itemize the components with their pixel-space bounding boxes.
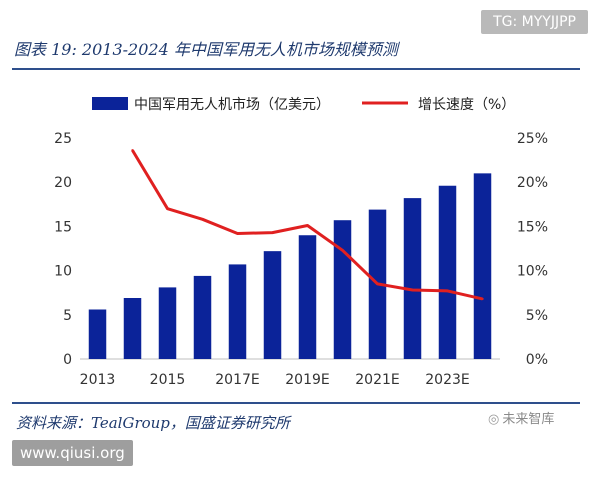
y-left-tick-label: 15 <box>54 219 72 235</box>
x-tick-label: 2021E <box>355 372 399 388</box>
line-point <box>236 232 239 235</box>
figure-title: 图表 19: 2013-2024 年中国军用无人机市场规模预测 <box>14 40 398 59</box>
title-rule <box>12 68 580 70</box>
source-note: 资料来源：TealGroup，国盛证券研究所 <box>16 414 290 432</box>
bar <box>123 298 142 359</box>
y-left-tick-label: 0 <box>63 352 72 368</box>
x-tick-label: 2019E <box>285 372 329 388</box>
x-tick-label: 2023E <box>425 372 469 388</box>
y-right-tick-label: 0% <box>526 352 548 368</box>
bar <box>473 173 492 359</box>
legend: 中国军用无人机市场（亿美元） 增长速度（%） <box>92 96 515 113</box>
wechat-watermark-label: 未来智库 <box>502 412 555 427</box>
y-left-tick-label: 5 <box>63 308 72 324</box>
bar <box>263 251 282 359</box>
line-point <box>131 149 134 152</box>
bar <box>158 287 177 359</box>
y-right-tick-label: 25% <box>517 131 548 147</box>
line-point <box>446 289 449 293</box>
x-tick-label: 2015 <box>150 372 186 388</box>
wechat-icon: ◎ <box>488 412 500 427</box>
source-rule <box>12 402 580 404</box>
bar-series <box>88 173 492 359</box>
y-left-tick-label: 25 <box>54 131 72 147</box>
y-left-tick-label: 10 <box>54 264 72 280</box>
chart: 0 5 10 15 20 25 0% 5% 10% 15% 20% 25% 2013 2015 2017E 2… <box>54 96 548 388</box>
line-point <box>271 231 274 234</box>
site-watermark: www.qiusi.org <box>12 440 133 466</box>
axes: 0 5 10 15 20 25 0% 5% 10% 15% 20% 25% 2013 2015 2017E 2… <box>54 131 548 388</box>
y-right-tick-label: 10% <box>517 264 548 280</box>
line-point <box>166 207 169 210</box>
y-left-tick-label: 20 <box>54 175 72 191</box>
legend-line-label: 增长速度（%） <box>418 97 515 113</box>
line-series <box>131 149 484 301</box>
line-point <box>306 224 309 227</box>
x-tick-label: 2013 <box>80 372 116 388</box>
x-tick-label: 2017E <box>215 372 259 388</box>
line-point <box>201 218 204 221</box>
bar <box>298 235 317 359</box>
legend-bar-swatch <box>92 97 128 110</box>
bar <box>333 220 352 359</box>
bar <box>88 309 107 359</box>
y-right-tick-label: 20% <box>517 175 548 191</box>
bar <box>228 264 247 359</box>
bar <box>403 198 422 359</box>
wechat-watermark: ◎ 未来智库 <box>488 408 554 427</box>
legend-bar-label: 中国军用无人机市场（亿美元） <box>134 96 330 113</box>
y-right-tick-label: 5% <box>526 308 548 324</box>
line-point <box>411 288 414 292</box>
line-point <box>376 282 379 286</box>
bar <box>438 185 457 359</box>
tg-watermark: TG: MYYJJPP <box>481 10 588 34</box>
line-point <box>341 249 344 252</box>
line-point <box>481 297 484 301</box>
y-right-tick-label: 15% <box>517 219 548 235</box>
bar <box>193 275 212 359</box>
